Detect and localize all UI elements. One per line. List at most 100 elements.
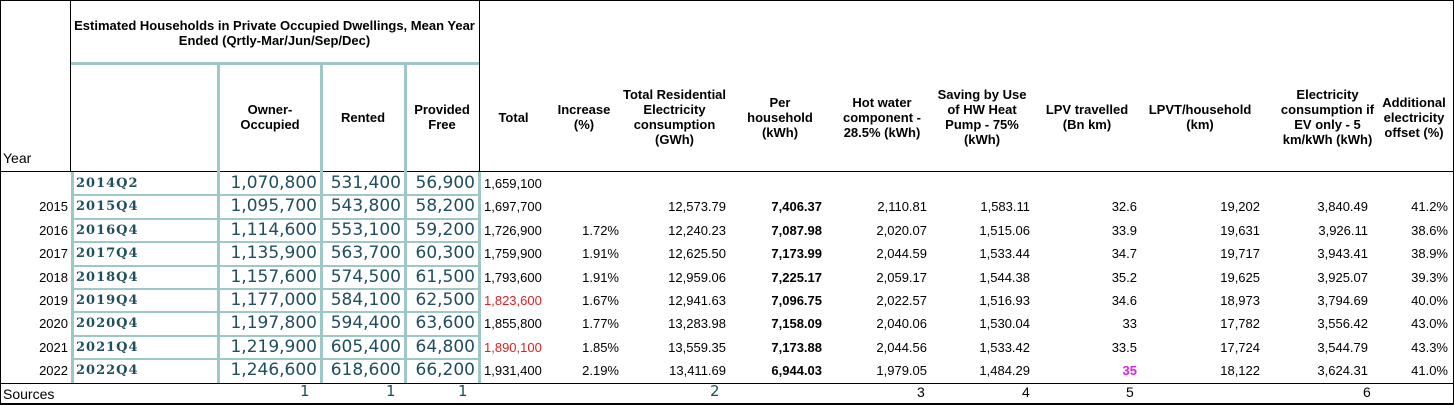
cell-additional: 43.0% (1411, 316, 1448, 331)
lpv-travelled-header: LPV travelled (Bn km) (1045, 102, 1129, 132)
cell-year: 2019 (39, 293, 68, 308)
cell-increase (549, 195, 625, 218)
rented-column-divider (320, 62, 323, 383)
cell-year: 2016 (39, 223, 68, 238)
cell-rented: 594,400 (330, 313, 401, 333)
row-divider (71, 288, 481, 290)
cell-additional (1374, 172, 1454, 195)
cell-quarter: 2017Q4 (76, 246, 139, 261)
cell-year: 2022 (39, 363, 68, 378)
saving-heat-pump-header: Saving by Use of HW Heat Pump - 75% (kWh… (937, 87, 1027, 147)
cell-lpvt: 19,625 (1220, 270, 1260, 285)
cell-elec-ev: 3,926.11 (1318, 223, 1368, 238)
cell-year: 2020 (39, 316, 68, 331)
cell-additional: 41.0% (1411, 363, 1448, 378)
cell-hot-water: 2,044.56 (876, 340, 927, 355)
cell-quarter: 2016Q4 (76, 223, 139, 238)
source-elec-ev: 6 (1363, 385, 1371, 400)
row-divider (71, 358, 481, 360)
cell-owner: 1,246,600 (230, 360, 317, 380)
cell-total-res: 12,240.23 (668, 223, 726, 238)
total-column-line (479, 0, 480, 172)
cell-increase: 1.91% (582, 246, 619, 261)
cell-total: 1,890,100 (484, 340, 542, 355)
cell-elec-ev (1266, 172, 1374, 195)
cell-year: 2021 (39, 340, 68, 355)
households-group-header: Estimated Households in Private Occupied… (74, 18, 475, 48)
per-household-header: Per household (kWh) (747, 94, 813, 140)
cell-total-res: 12,959.06 (668, 270, 726, 285)
cell-lpvt: 17,782 (1220, 316, 1260, 331)
cell-per-hh: 7,173.88 (771, 340, 822, 355)
quarter-right-divider (478, 172, 481, 383)
provided-column-divider (404, 62, 407, 383)
cell-provided: 63,600 (415, 313, 475, 333)
cell-lpvt: 19,717 (1220, 246, 1260, 261)
cell-quarter: 2021Q4 (76, 340, 139, 355)
cell-per-hh: 7,096.75 (771, 293, 822, 308)
cell-owner: 1,070,800 (230, 173, 317, 193)
cell-quarter: 2019Q4 (76, 293, 139, 308)
hot-water-header: Hot water component - 28.5% (kWh) (843, 94, 921, 140)
cell-rented: 543,800 (330, 196, 401, 216)
source-owner: 1 (300, 384, 310, 400)
cell-additional: 38.6% (1411, 223, 1448, 238)
lpvt-household-header: LPVT/household (km) (1148, 102, 1252, 132)
cell-lpvt (1143, 172, 1266, 195)
total-header: Total (498, 109, 529, 125)
cell-provided: 62,500 (415, 290, 475, 310)
cell-per-hh: 7,158.09 (771, 316, 822, 331)
cell-provided: 60,300 (415, 243, 475, 263)
cell-per-hh: 7,173.99 (771, 246, 822, 261)
group-header-divider (71, 62, 479, 65)
cell-lpvt: 19,631 (1220, 223, 1260, 238)
electricity-ev-header: Electricity consumption if EV only - 5 k… (1280, 87, 1375, 147)
cell-total: 1,697,700 (484, 199, 542, 214)
cell-elec-ev: 3,544.79 (1317, 340, 1368, 355)
cell-total: 1,726,900 (484, 223, 542, 238)
cell-increase: 2.19% (582, 363, 619, 378)
cell-elec-ev: 3,925.07 (1317, 270, 1368, 285)
cell-lpv: 35 (1122, 363, 1137, 378)
cell-increase: 1.67% (582, 293, 619, 308)
cell-rented: 563,700 (330, 243, 401, 263)
cell-saving: 1,515.06 (979, 223, 1030, 238)
cell-total: 1,855,800 (484, 316, 542, 331)
cell-hot-water: 2,059.17 (876, 270, 927, 285)
cell-elec-ev: 3,943.41 (1317, 246, 1368, 261)
cell-rented: 618,600 (330, 360, 401, 380)
cell-lpv: 34.7 (1111, 246, 1137, 261)
row-divider (71, 241, 481, 243)
quarter-left-divider (71, 172, 74, 383)
year-column-line (70, 0, 71, 172)
owner-column-divider (217, 62, 220, 383)
cell-additional: 40.0% (1411, 293, 1448, 308)
cell-per-hh: 7,406.37 (771, 199, 822, 214)
cell-rented: 605,400 (330, 337, 401, 357)
additional-offset-header: Additional electricity offset (%) (1382, 94, 1446, 140)
cell-rented: 553,100 (330, 220, 401, 240)
cell-additional: 38.9% (1411, 246, 1448, 261)
cell-lpvt: 18,973 (1220, 293, 1260, 308)
cell-quarter: 2014Q2 (76, 176, 139, 191)
cell-provided: 61,500 (415, 267, 475, 287)
cell-elec-ev: 3,624.31 (1317, 363, 1368, 378)
cell-provided: 58,200 (415, 196, 475, 216)
cell-owner: 1,157,600 (230, 267, 317, 287)
sources-label: Sources (3, 386, 55, 402)
provided-free-header: Provided Free (414, 102, 470, 132)
cell-owner: 1,095,700 (230, 196, 317, 216)
cell-total-res (625, 172, 732, 195)
cell-rented: 531,400 (330, 173, 401, 193)
cell-lpvt: 17,724 (1220, 340, 1260, 355)
cell-owner: 1,197,800 (230, 313, 317, 333)
cell-lpv: 33.9 (1111, 223, 1137, 238)
cell-hot-water: 2,110.81 (877, 199, 927, 214)
outer-border-top (0, 0, 1454, 1)
row-divider (71, 265, 481, 267)
cell-quarter: 2018Q4 (76, 270, 139, 285)
cell-saving: 1,484.29 (979, 363, 1030, 378)
cell-hot-water: 2,022.57 (876, 293, 927, 308)
cell-saving: 1,530.04 (979, 316, 1030, 331)
